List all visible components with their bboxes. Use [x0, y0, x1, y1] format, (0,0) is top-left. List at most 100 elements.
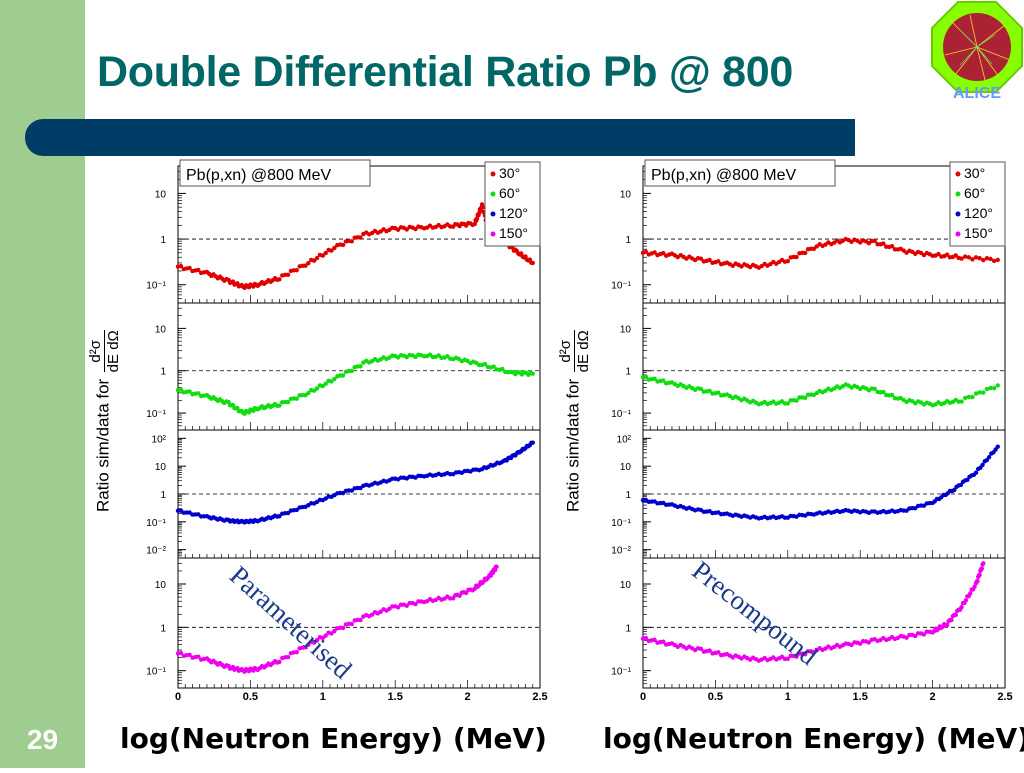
data-point: [294, 396, 299, 401]
data-point: [944, 622, 950, 628]
left-y-axis-label-text: Ratio sim/data for: [93, 378, 113, 512]
data-point: [349, 621, 354, 627]
data-point: [643, 374, 649, 380]
data-point: [196, 267, 201, 273]
legend-entry: 60°: [499, 185, 520, 201]
data-point: [320, 253, 325, 258]
data-point: [329, 248, 334, 253]
data-point: [785, 656, 790, 662]
legend-entry: 60°: [964, 185, 985, 201]
data-point: [530, 260, 535, 266]
data-point: [329, 631, 334, 636]
legend-entry: 120°: [964, 205, 993, 221]
page-number: 29: [26, 724, 59, 755]
data-point: [936, 251, 941, 257]
legend-marker: [955, 191, 961, 197]
data-point: [970, 394, 975, 400]
data-point: [953, 612, 958, 618]
data-point: [358, 364, 363, 369]
data-point: [959, 256, 964, 261]
data-point: [988, 385, 993, 391]
data-point: [944, 252, 950, 257]
data-point: [794, 654, 799, 659]
data-point: [953, 253, 958, 258]
box-title-text: Pb(p,xn) @800 MeV: [651, 167, 797, 184]
y-tick-label: 1: [160, 235, 166, 246]
data-point: [294, 507, 299, 513]
data-point: [981, 561, 986, 566]
data-point: [984, 386, 990, 392]
data-point: [889, 392, 895, 398]
legend-entry: 150°: [499, 225, 528, 241]
slide-title: Double Differential Ratio Pb @ 800: [97, 48, 793, 96]
data-point: [975, 578, 980, 584]
data-point: [187, 265, 192, 271]
data-point: [707, 388, 712, 393]
data-point: [436, 353, 441, 358]
data-point: [332, 245, 337, 251]
data-point: [968, 591, 973, 596]
data-point: [973, 255, 979, 260]
data-point: [463, 590, 469, 596]
data-point: [404, 603, 409, 608]
data-point: [963, 598, 969, 603]
logo-text: ALICE: [953, 85, 1001, 100]
subpanel-frame: [177, 165, 541, 304]
y-tick-label: 1: [160, 623, 166, 634]
data-point: [881, 389, 886, 395]
data-point: [457, 593, 462, 598]
data-point: [995, 257, 1000, 263]
data-point: [802, 250, 808, 256]
right-y-fraction-numerator: d²σ: [557, 330, 575, 373]
legend-marker: [955, 231, 961, 237]
subpanel-2: 10² 10 1 10⁻¹ 10⁻²: [146, 429, 541, 559]
data-point: [311, 258, 317, 263]
data-point: [698, 386, 704, 392]
data-point: [530, 440, 535, 445]
data-point: [785, 258, 790, 264]
subpanel-3: 10 1 10⁻¹: [146, 557, 541, 689]
alice-logo: ALICE: [931, 1, 1023, 100]
subpanel-2: 10² 10 1 10⁻¹ 10⁻²: [611, 429, 1006, 559]
data-point: [314, 638, 320, 643]
x-tick-label: 1: [320, 691, 326, 703]
data-point: [966, 394, 971, 400]
left-y-axis-label: Ratio sim/data for d²σ dE dΩ: [87, 212, 127, 512]
data-point: [480, 205, 486, 210]
subpanel-0: 10 1 10⁻¹: [146, 165, 541, 304]
data-point: [995, 444, 1000, 449]
data-point: [369, 612, 375, 617]
right-y-axis-label: Ratio sim/data for d²σ dE dΩ: [557, 212, 597, 512]
slide-sidebar: 29: [0, 0, 85, 768]
data-point: [332, 628, 337, 634]
data-point: [661, 378, 666, 383]
data-point: [643, 635, 649, 641]
data-point: [811, 246, 817, 251]
data-point: [314, 255, 320, 261]
data-point: [349, 368, 354, 374]
chart-svg-1: 10 1 10⁻¹ 10 1 10⁻¹ 10² 10 1 10⁻¹ 10⁻² 10 1 10⁻¹ 0 0.5 1…: [611, 159, 1013, 703]
data-point: [340, 242, 346, 248]
data-point: [921, 632, 927, 637]
data-point: [530, 371, 535, 376]
data-point: [652, 637, 657, 643]
x-tick-label: 2.5: [532, 691, 547, 703]
data-point: [970, 257, 975, 262]
box-title-frame: [644, 159, 836, 187]
data-point: [358, 617, 363, 623]
data-point: [285, 654, 291, 660]
right-x-axis-label: log(Neutron Energy) (MeV): [603, 722, 1024, 755]
data-point: [277, 403, 282, 408]
legend-marker: [490, 171, 496, 177]
legend-marker: [490, 231, 496, 237]
data-point: [973, 470, 979, 475]
x-tick-label: 0: [640, 691, 646, 703]
y-tick-label: 10: [620, 580, 632, 591]
data-point: [314, 386, 320, 391]
y-tick-label: 10⁻¹: [146, 667, 166, 678]
left-y-fraction-numerator: d²σ: [87, 330, 105, 373]
data-point: [977, 255, 982, 261]
data-point: [349, 239, 354, 244]
data-point: [904, 635, 909, 640]
y-tick-label: 10²: [617, 434, 632, 445]
